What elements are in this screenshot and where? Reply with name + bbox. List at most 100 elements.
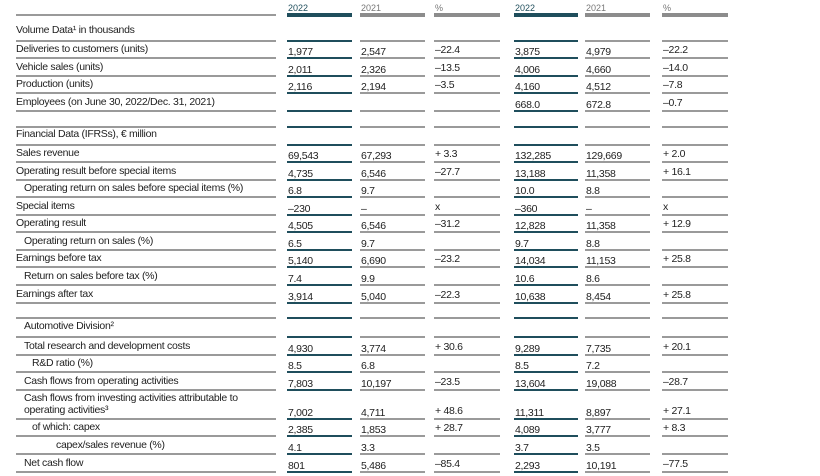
value-cell: x: [662, 198, 728, 216]
value-cell: 7.2: [585, 356, 650, 373]
value-text: 4,979: [586, 46, 611, 58]
value-text: 11,153: [586, 255, 616, 267]
value-cell: + 27.1: [662, 391, 728, 420]
value-cell: [360, 22, 425, 42]
row-label: Operating return on sales before special…: [16, 181, 276, 198]
value-cell: 10.6: [514, 268, 578, 286]
column-header: 2022: [514, 0, 578, 17]
value-text: 8.8: [586, 238, 600, 250]
row-label: Sales revenue: [16, 146, 276, 163]
value-cell: –230: [287, 198, 352, 216]
column-header: 2021: [360, 0, 425, 17]
value-text: –77.5: [663, 458, 688, 470]
value-text: 672.8: [586, 99, 611, 111]
value-cell: –28.7: [662, 373, 728, 391]
value-cell: 8.6: [585, 268, 650, 286]
value-text: 2,385: [288, 424, 313, 436]
value-cell: 9.7: [360, 233, 425, 251]
row-label: Earnings after tax: [16, 286, 276, 304]
value-text: –28.7: [663, 376, 688, 388]
value-cell: 4,160: [514, 77, 578, 94]
value-cell: [360, 128, 425, 146]
value-cell: 9.7: [514, 233, 578, 251]
value-cell: 2,385: [287, 420, 352, 437]
value-text: 13,188: [515, 168, 546, 180]
value-cell: 9.9: [360, 268, 425, 286]
value-cell: [287, 22, 352, 42]
value-text: 8.5: [288, 360, 302, 372]
value-text: 4,160: [515, 81, 540, 93]
value-cell: [585, 128, 650, 146]
value-text: 6.8: [288, 185, 302, 197]
value-cell: 4,505: [287, 216, 352, 233]
value-cell: –0.7: [662, 94, 728, 112]
value-cell: [514, 304, 578, 319]
value-text: 7,803: [288, 378, 313, 390]
value-text: 4,711: [361, 407, 385, 419]
value-cell: [662, 304, 728, 319]
value-cell: 11,358: [585, 163, 650, 181]
column-header-label: 2022: [288, 3, 309, 13]
value-text: –22.4: [435, 44, 460, 56]
value-cell: + 3.3: [434, 146, 500, 163]
value-text: –3.5: [435, 79, 455, 91]
value-text: 2,547: [361, 46, 386, 58]
value-cell: 69,543: [287, 146, 352, 163]
value-cell: + 2.0: [662, 146, 728, 163]
value-text: –14.0: [663, 62, 688, 74]
value-text: 8,897: [586, 407, 611, 419]
row-label: Cash flows from investing activities att…: [16, 391, 276, 420]
column-header: %: [434, 0, 500, 17]
column-header-label: %: [435, 3, 444, 13]
column-header-bar: [434, 13, 500, 17]
value-cell: [287, 128, 352, 146]
value-cell: 4,512: [585, 77, 650, 94]
value-text: + 20.1: [663, 341, 691, 353]
value-cell: [662, 319, 728, 338]
value-cell: [662, 112, 728, 128]
value-cell: 3.3: [360, 437, 425, 455]
value-cell: 8,454: [585, 286, 650, 304]
value-text: 10.0: [515, 185, 535, 197]
row-label: Net cash flow: [16, 455, 276, 473]
row-label-text: Operating result: [16, 217, 86, 229]
value-text: 3,914: [288, 291, 313, 303]
value-text: + 12.9: [663, 218, 691, 230]
value-cell: [662, 181, 728, 198]
value-cell: –: [585, 198, 650, 216]
value-text: + 8.3: [663, 422, 686, 434]
value-text: –13.5: [435, 62, 460, 74]
value-cell: 11,153: [585, 251, 650, 268]
row-label: Total research and development costs: [16, 338, 276, 356]
value-cell: 2,194: [360, 77, 425, 94]
row-label-text: Employees (on June 30, 2022/Dec. 31, 202…: [16, 96, 215, 108]
value-text: 2,293: [515, 460, 540, 472]
row-label-text: R&D ratio (%): [32, 357, 93, 369]
value-text: 4,505: [288, 220, 313, 232]
value-text: 11,311: [515, 407, 544, 419]
value-cell: 4,711: [360, 391, 425, 420]
value-cell: 13,188: [514, 163, 578, 181]
value-cell: + 28.7: [434, 420, 500, 437]
value-cell: 4,930: [287, 338, 352, 356]
row-label: capex/sales revenue (%): [16, 437, 276, 455]
value-text: 9.7: [515, 238, 529, 250]
value-text: 2,011: [288, 64, 312, 76]
value-cell: 129,669: [585, 146, 650, 163]
value-cell: 13,604: [514, 373, 578, 391]
value-cell: [434, 128, 500, 146]
value-cell: 8.8: [585, 181, 650, 198]
value-cell: 9.7: [360, 181, 425, 198]
value-cell: [360, 112, 425, 128]
value-text: 4,089: [515, 424, 540, 436]
value-cell: –23.5: [434, 373, 500, 391]
value-cell: 2,326: [360, 59, 425, 77]
value-cell: [434, 22, 500, 42]
value-text: 4,660: [586, 64, 611, 76]
value-text: 4,006: [515, 64, 540, 76]
value-text: 1,853: [361, 424, 386, 436]
value-text: 5,486: [361, 460, 386, 472]
value-cell: [662, 128, 728, 146]
header-rule: [16, 0, 276, 16]
value-cell: 1,853: [360, 420, 425, 437]
